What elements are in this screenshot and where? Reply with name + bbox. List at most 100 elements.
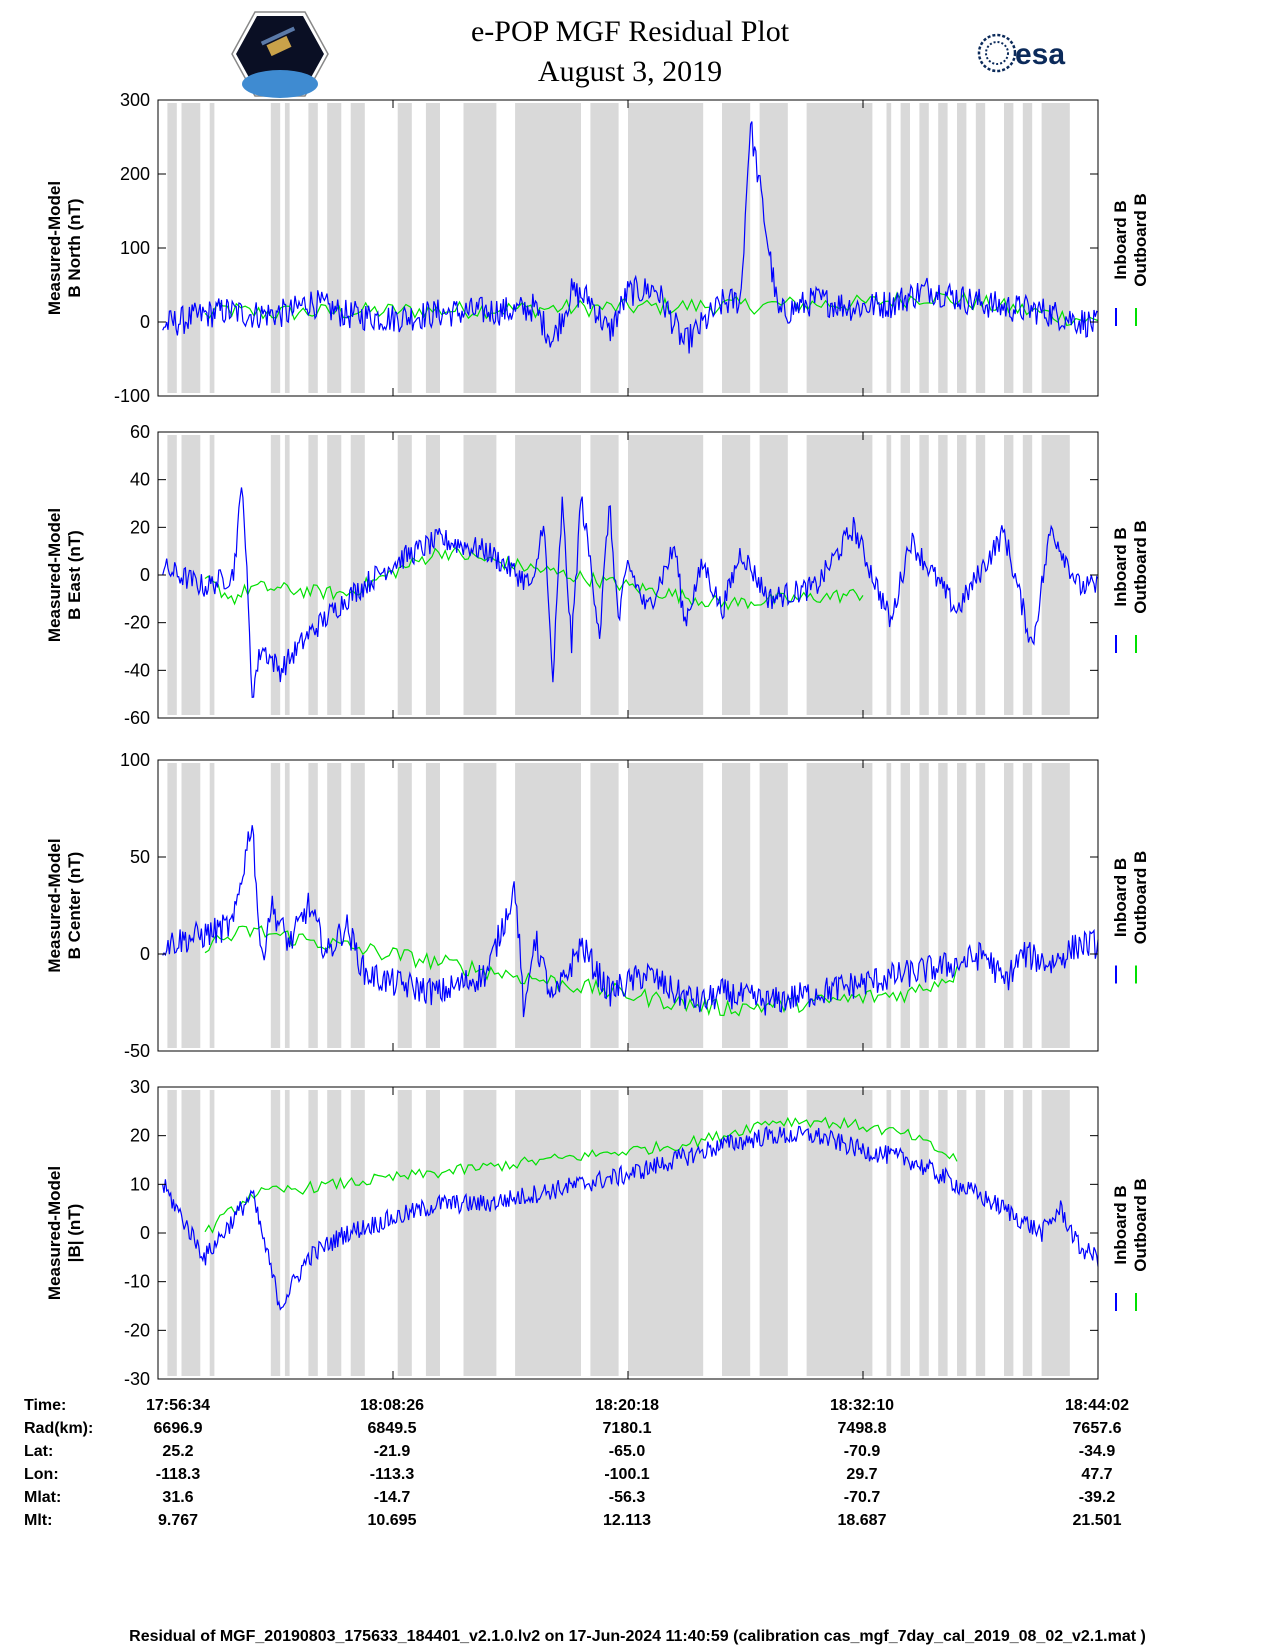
y-axis-label: Measured-Model bbox=[45, 838, 64, 972]
series-line-inboard bbox=[162, 825, 1099, 1018]
data-gap-band bbox=[463, 103, 497, 393]
data-gap-band bbox=[938, 763, 948, 1048]
data-gap-band bbox=[1004, 763, 1014, 1048]
data-gap-band bbox=[397, 1090, 412, 1376]
y-tick-label: -20 bbox=[124, 613, 150, 633]
data-gap-band bbox=[167, 1090, 177, 1376]
data-gap-band bbox=[722, 435, 751, 715]
data-gap-band bbox=[350, 763, 365, 1048]
info-cell: 12.113 bbox=[603, 1512, 651, 1529]
data-gap-band bbox=[919, 763, 929, 1048]
data-gap-band bbox=[938, 1090, 948, 1376]
data-gap-band bbox=[975, 763, 986, 1048]
series-line-inboard bbox=[162, 1125, 1099, 1311]
data-gap-band bbox=[919, 103, 929, 393]
data-gap-band bbox=[397, 763, 412, 1048]
info-cell: -113.3 bbox=[370, 1466, 415, 1483]
data-gap-band bbox=[270, 435, 281, 715]
y-tick-label: -100 bbox=[114, 386, 150, 406]
info-cell: 7180.1 bbox=[603, 1420, 652, 1437]
data-gap-band bbox=[722, 103, 751, 393]
info-cell: 18:32:10 bbox=[830, 1397, 894, 1414]
info-cell: 25.2 bbox=[162, 1443, 193, 1460]
data-gap-band bbox=[590, 103, 619, 393]
panel-4: -30 -20 -10 0 10 20 30 Measured-Model |B| (nT) In… bbox=[45, 1077, 1150, 1389]
data-gap-band bbox=[900, 763, 910, 1048]
series-line-outboard bbox=[204, 1116, 958, 1234]
data-gap-band bbox=[397, 435, 412, 715]
data-gap-band bbox=[1041, 763, 1070, 1048]
data-gap-band bbox=[975, 103, 986, 393]
data-gap-band bbox=[886, 763, 892, 1048]
info-cell: 6696.9 bbox=[154, 1420, 203, 1437]
series-line-outboard bbox=[204, 547, 864, 611]
legend-entry: Inboard B bbox=[1111, 858, 1130, 937]
info-cell: -21.9 bbox=[374, 1443, 411, 1460]
data-gap-band bbox=[722, 763, 751, 1048]
data-gap-band bbox=[284, 763, 290, 1048]
chart-title: e-POP MGF Residual Plot bbox=[470, 15, 790, 48]
cassiope-mission-logo bbox=[231, 11, 329, 98]
series-line-inboard bbox=[162, 487, 1099, 698]
data-gap-band bbox=[350, 435, 365, 715]
data-gap-band bbox=[759, 103, 788, 393]
y-tick-label: 0 bbox=[140, 312, 150, 332]
data-gap-band bbox=[900, 1090, 910, 1376]
info-cell: -56.3 bbox=[609, 1489, 646, 1506]
data-gap-band bbox=[308, 435, 318, 715]
data-gap-band bbox=[806, 435, 873, 715]
series-line-outboard bbox=[204, 291, 1099, 327]
data-gap-band bbox=[628, 103, 704, 393]
data-gap-band bbox=[957, 763, 967, 1048]
data-gap-band bbox=[284, 435, 290, 715]
info-cell: 18:44:02 bbox=[1065, 1397, 1129, 1414]
data-gap-band bbox=[284, 103, 290, 393]
legend-entry: Outboard B bbox=[1131, 851, 1150, 945]
info-cell: 21.501 bbox=[1073, 1512, 1122, 1529]
y-tick-label: 0 bbox=[140, 565, 150, 585]
data-gap-band bbox=[759, 435, 788, 715]
info-cell: 7498.8 bbox=[838, 1420, 887, 1437]
data-gap-band bbox=[628, 763, 704, 1048]
info-row-label: Time: bbox=[24, 1397, 66, 1414]
data-gap-band bbox=[181, 763, 201, 1048]
legend-entry: Inboard B bbox=[1111, 527, 1130, 606]
info-cell: 6849.5 bbox=[368, 1420, 417, 1437]
data-gap-band bbox=[722, 1090, 751, 1376]
data-gap-band bbox=[167, 103, 177, 393]
y-tick-label: -20 bbox=[124, 1320, 150, 1340]
data-gap-band bbox=[308, 1090, 318, 1376]
info-cell: 31.6 bbox=[162, 1489, 193, 1506]
panel-1: -100 0 100 200 300 Measured-Model B North (nT)… bbox=[45, 90, 1150, 406]
data-gap-band bbox=[350, 103, 365, 393]
y-axis-label: Measured-Model bbox=[45, 1166, 64, 1300]
y-axis-label: Measured-Model bbox=[45, 181, 64, 315]
info-cell: -100.1 bbox=[604, 1466, 649, 1483]
info-row-label: Lon: bbox=[24, 1466, 59, 1483]
y-tick-label: 30 bbox=[130, 1077, 150, 1097]
y-axis-label: B North (nT) bbox=[65, 198, 84, 297]
data-gap-band bbox=[425, 435, 440, 715]
data-gap-band bbox=[886, 1090, 892, 1376]
data-gap-band bbox=[515, 763, 581, 1048]
y-tick-label: -60 bbox=[124, 708, 150, 728]
data-gap-band bbox=[1022, 103, 1033, 393]
data-gap-band bbox=[1022, 763, 1033, 1048]
data-gap-band bbox=[1022, 435, 1033, 715]
info-cell: 18:08:26 bbox=[360, 1397, 424, 1414]
data-gap-band bbox=[515, 103, 581, 393]
chart-date: August 3, 2019 bbox=[537, 55, 723, 88]
data-gap-band bbox=[327, 763, 342, 1048]
data-gap-band bbox=[938, 435, 948, 715]
data-gap-band bbox=[350, 1090, 365, 1376]
data-gap-band bbox=[1041, 435, 1070, 715]
data-gap-band bbox=[515, 435, 581, 715]
data-gap-band bbox=[886, 103, 892, 393]
data-gap-band bbox=[1041, 103, 1070, 393]
data-gap-band bbox=[957, 435, 967, 715]
y-axis-label: |B| (nT) bbox=[65, 1204, 84, 1263]
data-gap-band bbox=[463, 435, 497, 715]
y-tick-label: 60 bbox=[130, 422, 150, 442]
data-gap-band bbox=[284, 1090, 290, 1376]
esa-logo-text: esa bbox=[1015, 38, 1065, 71]
